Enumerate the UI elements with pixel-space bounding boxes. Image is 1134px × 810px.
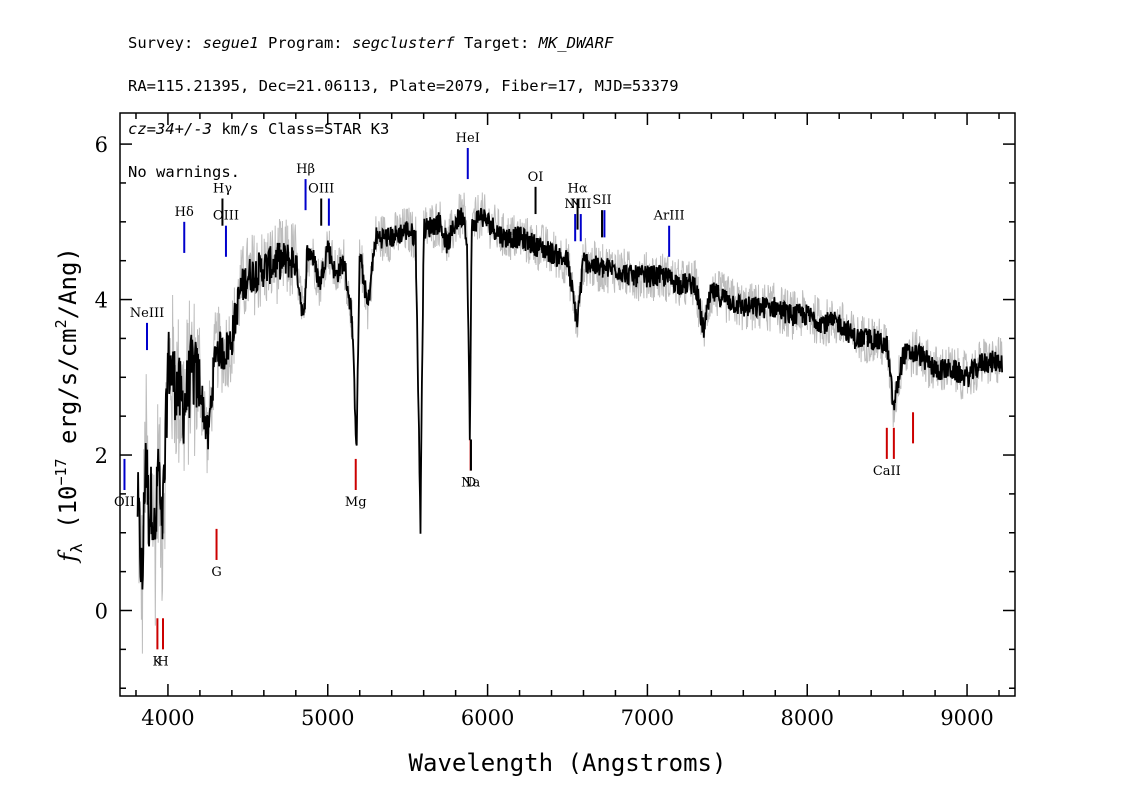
line-label-17: H [157, 654, 168, 669]
x-tick-label: 5000 [301, 706, 354, 730]
header-line-survey: Survey: segue1 Program: segclusterf Targ… [128, 33, 679, 55]
x-tick-label: 4000 [141, 706, 194, 730]
target-label: Target: [454, 33, 539, 52]
y-axis-title-lambda: λ [67, 543, 86, 553]
y-axis-title-units: erg/s/cm [54, 328, 82, 458]
line-label-10: NII [564, 197, 586, 212]
x-tick-label: 9000 [940, 706, 993, 730]
smoothed-spectrum-layer [136, 207, 1003, 590]
line-label-1: NeIII [130, 306, 164, 321]
line-label-21: D [466, 476, 476, 491]
y-axis-title: fλ (10−17 erg/s/cm2/Ang) [52, 247, 86, 564]
line-label-4: OIII [213, 209, 239, 224]
x-tick-label: 7000 [621, 706, 674, 730]
x-axis: 4000 5000 6000 7000 8000 9000 [135, 113, 1000, 730]
plot-frame [119, 112, 1016, 697]
line-label-16: K [153, 654, 163, 669]
survey-value: segue1 [202, 33, 259, 52]
redshift-value: cz=34+/-3 [128, 119, 212, 138]
line-label-9: OI [528, 170, 544, 185]
y-axis: 0 2 4 6 [95, 133, 1015, 689]
class-value: km/s Class=STAR K3 [212, 119, 390, 138]
x-tick-label: 8000 [781, 706, 834, 730]
header-line-coordinates: RA=115.21395, Dec=21.06113, Plate=2079, … [128, 76, 679, 95]
line-label-19: Mg [345, 495, 367, 510]
y-tick-label: 6 [95, 133, 108, 157]
y-axis-title-exponent: −17 [52, 458, 70, 485]
line-label-20: Na [461, 476, 480, 491]
line-label-13: SII [592, 193, 611, 208]
smoothed-spectrum-series [136, 207, 1003, 590]
x-axis-title: Wavelength (Angstroms) [409, 749, 727, 777]
survey-label: Survey: [128, 33, 203, 52]
line-label-11: Hα [568, 182, 588, 197]
line-label-18: G [211, 565, 221, 580]
header-line-redshift: cz=34+/-3 km/s Class=STAR K3 [128, 119, 679, 141]
x-tick-label: 6000 [461, 706, 514, 730]
line-label-22: CaII [873, 464, 901, 479]
y-axis-title-close: /Ang) [54, 247, 82, 319]
line-label-8: HeI [456, 131, 480, 146]
line-label-3: Hγ [213, 182, 232, 197]
spectrum-header: Survey: segue1 Program: segclusterf Targ… [128, 11, 679, 205]
line-label-2: Hδ [175, 205, 194, 220]
y-tick-label: 4 [95, 289, 108, 313]
line-label-5: Hβ [296, 162, 315, 177]
line-label-6: OIII [308, 182, 334, 197]
program-value: segclusterf [351, 33, 455, 52]
y-tick-label: 2 [95, 444, 108, 468]
y-tick-label: 0 [95, 599, 108, 623]
line-label-12: NII [570, 197, 592, 212]
header-line-warnings: No warnings. [128, 162, 240, 181]
y-axis-title-exponent2: 2 [52, 319, 70, 328]
program-label: Program: [258, 33, 352, 52]
line-label-15: ArIII [653, 209, 685, 224]
target-value: MK_DWARF [538, 33, 614, 52]
line-label-0: OII [114, 495, 135, 510]
y-axis-title-open: (10 [54, 486, 82, 544]
